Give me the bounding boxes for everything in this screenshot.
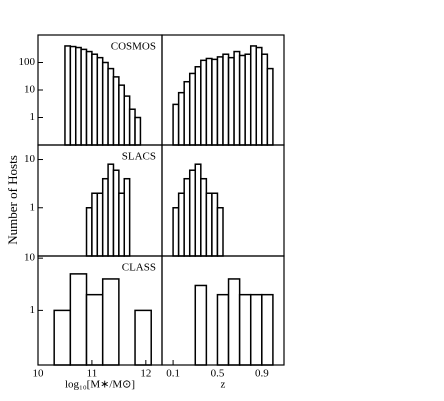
- bar: [216, 56, 224, 146]
- bar: [216, 207, 224, 257]
- y-tick-label: 1: [30, 304, 36, 316]
- bar: [261, 293, 274, 366]
- bar: [188, 169, 197, 257]
- bar: [118, 84, 126, 146]
- x-tick-label: 0.9: [255, 368, 269, 380]
- panel-label: CLASS: [122, 262, 156, 274]
- bar: [211, 58, 219, 146]
- bar: [200, 59, 208, 146]
- bar: [183, 80, 191, 146]
- bar: [112, 169, 120, 257]
- bar: [172, 207, 180, 257]
- x-tick-label: 0.5: [211, 368, 225, 380]
- x-axis-label: log₁₀[M∗/M⊙]: [65, 379, 135, 391]
- panel-label: SLACS: [122, 151, 156, 163]
- bar: [69, 273, 88, 366]
- bar: [91, 192, 99, 257]
- bar: [177, 91, 185, 146]
- panel-frame: [161, 255, 285, 366]
- bar: [249, 45, 258, 146]
- bar: [96, 56, 104, 146]
- bar: [91, 53, 99, 146]
- panel-label: COSMOS: [111, 41, 156, 53]
- x-tick-label: 11: [87, 368, 98, 380]
- x-axis-label: z: [221, 379, 226, 391]
- bar: [200, 177, 208, 257]
- bar: [123, 95, 131, 146]
- bar: [177, 192, 185, 257]
- bar: [255, 46, 263, 146]
- bar: [101, 61, 109, 146]
- bar: [205, 57, 213, 146]
- x-tick-label: 12: [140, 368, 151, 380]
- x-tick-label: 10: [33, 368, 45, 380]
- bar: [216, 293, 230, 366]
- bar: [249, 293, 263, 366]
- bar: [261, 53, 269, 146]
- bar: [112, 76, 120, 146]
- bar: [194, 284, 208, 366]
- bar: [222, 53, 230, 146]
- bar: [69, 45, 77, 146]
- y-tick-label: 1: [30, 201, 36, 213]
- bar: [238, 293, 252, 366]
- bar: [85, 207, 93, 257]
- bar: [194, 66, 202, 146]
- bar: [227, 278, 241, 366]
- bar: [183, 177, 191, 257]
- bar: [211, 192, 219, 257]
- bar: [128, 108, 136, 146]
- y-tick-label: 10: [24, 252, 36, 264]
- bar: [227, 56, 235, 146]
- bar: [101, 278, 120, 366]
- bar: [85, 293, 104, 366]
- bar: [80, 48, 88, 146]
- bar: [85, 50, 93, 146]
- y-tick-label: 10: [24, 84, 36, 96]
- y-axis-label: Number of Hosts: [5, 155, 20, 245]
- bar: [64, 45, 72, 146]
- bar: [238, 54, 246, 146]
- bar: [134, 309, 152, 366]
- bar: [134, 116, 142, 146]
- bar: [118, 192, 126, 257]
- x-tick-label: 0.1: [166, 368, 180, 380]
- bar: [96, 192, 104, 257]
- y-tick-label: 100: [19, 56, 36, 68]
- bar: [53, 309, 72, 366]
- bar: [107, 67, 115, 146]
- bar: [244, 53, 252, 146]
- bar: [205, 192, 213, 257]
- bar: [266, 67, 274, 146]
- bar: [172, 103, 180, 146]
- y-tick-label: 10: [24, 153, 36, 165]
- bar: [101, 177, 109, 257]
- bar: [188, 72, 197, 146]
- bar: [74, 46, 82, 146]
- y-tick-label: 1: [30, 111, 36, 123]
- bar: [194, 163, 202, 257]
- bar: [123, 177, 131, 257]
- bar: [233, 50, 241, 146]
- bar: [107, 163, 115, 257]
